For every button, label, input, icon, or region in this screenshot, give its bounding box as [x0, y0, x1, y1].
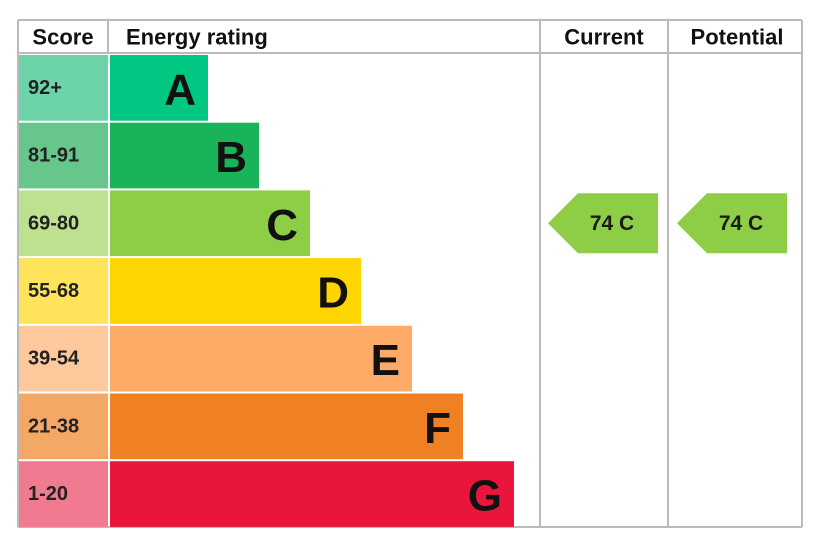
band-letter: B — [215, 133, 247, 182]
score-label: 55-68 — [28, 280, 79, 302]
score-cell — [19, 122, 108, 189]
band-letter: F — [424, 404, 451, 453]
score-cell — [19, 258, 108, 324]
band-letter: A — [164, 65, 196, 114]
band-letter: G — [468, 472, 502, 521]
band-letter: C — [266, 201, 298, 250]
current-label: 74 C — [590, 212, 634, 235]
rating-bar — [110, 258, 361, 324]
score-header: Score — [32, 25, 93, 50]
rating-bar — [110, 55, 208, 121]
score-label: 69-80 — [28, 212, 79, 234]
potential-label: 74 C — [719, 212, 763, 235]
band-letter: D — [317, 268, 349, 317]
score-label: 21-38 — [28, 415, 79, 437]
score-cell — [19, 461, 108, 527]
current-arrow — [548, 193, 658, 254]
score-label: 81-91 — [28, 145, 79, 167]
score-label: 39-54 — [28, 348, 80, 370]
energy-rating-header: Energy rating — [126, 25, 268, 50]
rating-bar — [110, 325, 412, 392]
score-cell — [19, 393, 108, 460]
current-header: Current — [564, 25, 644, 50]
grid — [17, 19, 803, 528]
band-letter: E — [371, 336, 400, 385]
score-cell — [19, 325, 108, 392]
rating-bar — [110, 190, 310, 257]
potential-arrow — [677, 193, 787, 254]
score-cell — [19, 190, 108, 257]
score-label: 1-20 — [28, 483, 68, 505]
potential-header: Potential — [691, 25, 784, 50]
rating-bar — [110, 393, 463, 460]
rating-bar — [110, 461, 514, 527]
score-cell — [19, 55, 108, 121]
score-label: 92+ — [28, 77, 62, 99]
rating-bar — [110, 122, 259, 189]
